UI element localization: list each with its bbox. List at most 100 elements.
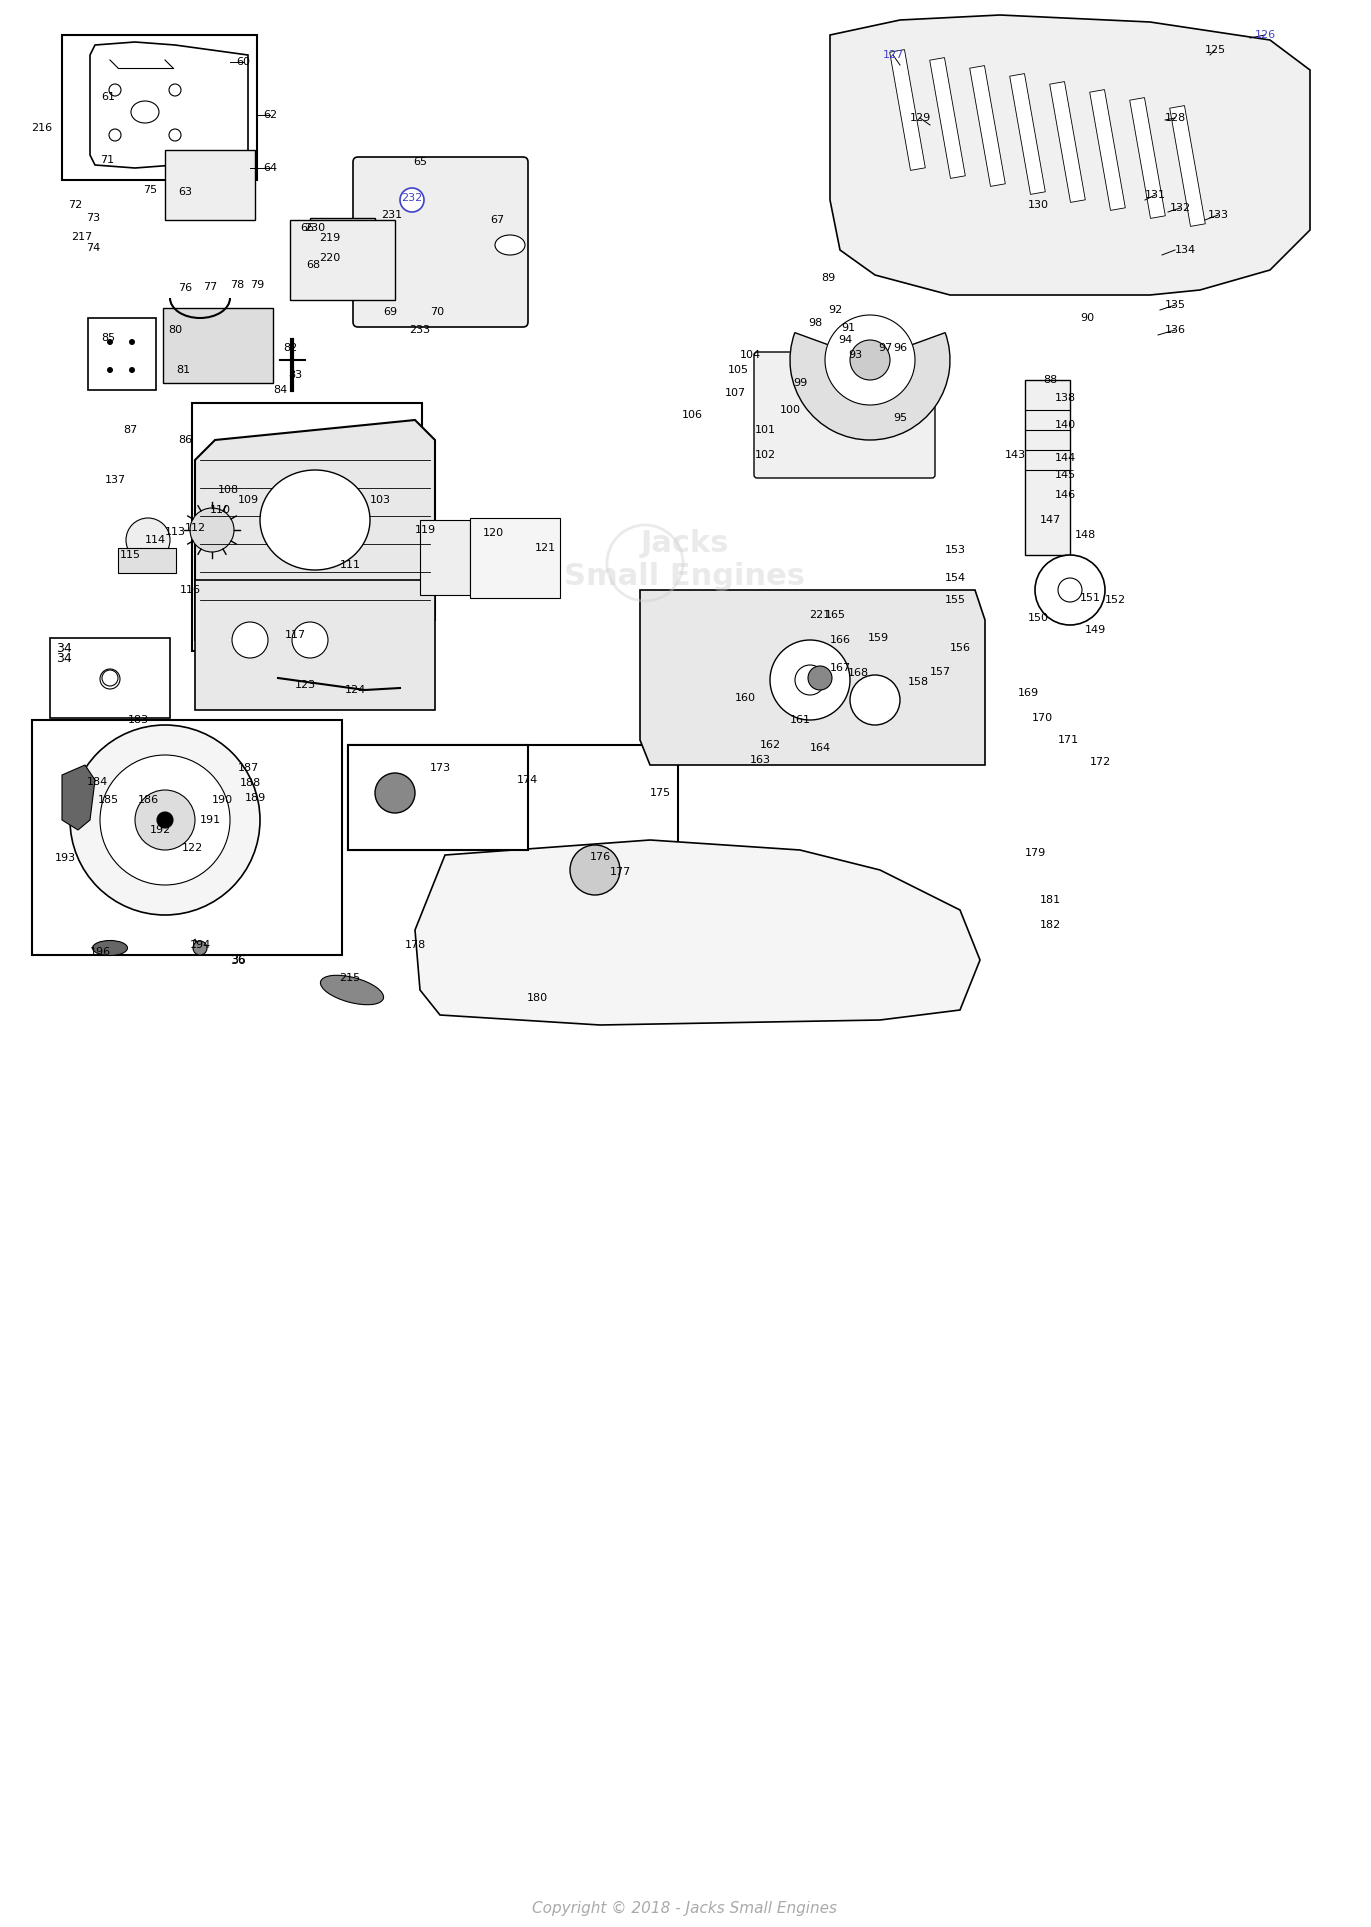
- Text: 113: 113: [165, 526, 185, 538]
- Text: 217: 217: [71, 231, 93, 243]
- Text: 110: 110: [210, 505, 230, 515]
- Text: 111: 111: [340, 561, 361, 570]
- Polygon shape: [829, 15, 1311, 295]
- Circle shape: [70, 725, 260, 915]
- Text: 114: 114: [144, 536, 166, 545]
- Bar: [88, 318, 156, 389]
- Text: 117: 117: [284, 630, 306, 640]
- FancyBboxPatch shape: [754, 353, 935, 478]
- Bar: [930, 58, 965, 179]
- Text: 65: 65: [413, 156, 426, 168]
- Text: 180: 180: [526, 992, 547, 1002]
- Circle shape: [107, 339, 112, 345]
- Bar: [1169, 106, 1205, 225]
- Text: 122: 122: [181, 842, 203, 854]
- Text: 83: 83: [288, 370, 302, 380]
- Bar: [1026, 380, 1069, 555]
- Text: 179: 179: [1024, 848, 1046, 858]
- Text: 163: 163: [750, 755, 771, 765]
- Text: 86: 86: [178, 436, 192, 445]
- Text: 166: 166: [829, 636, 850, 646]
- Text: 97: 97: [877, 343, 893, 353]
- Text: 159: 159: [868, 632, 888, 644]
- Text: 81: 81: [175, 364, 191, 376]
- Text: 130: 130: [1027, 200, 1049, 210]
- Text: 182: 182: [1039, 919, 1061, 931]
- Text: 94: 94: [838, 335, 853, 345]
- Text: 133: 133: [1208, 210, 1228, 220]
- Text: 193: 193: [55, 854, 75, 863]
- Text: 109: 109: [237, 495, 259, 505]
- Text: 171: 171: [1057, 734, 1079, 746]
- Text: 144: 144: [1054, 453, 1076, 462]
- Polygon shape: [195, 420, 435, 661]
- Bar: [420, 520, 470, 595]
- Bar: [348, 746, 528, 850]
- Text: 75: 75: [143, 185, 158, 195]
- Text: 132: 132: [1169, 202, 1190, 214]
- Text: 98: 98: [808, 318, 823, 328]
- Text: 101: 101: [754, 426, 776, 436]
- Bar: [890, 50, 925, 170]
- Text: 173: 173: [429, 763, 451, 773]
- Text: 136: 136: [1164, 326, 1186, 335]
- Text: 100: 100: [780, 405, 801, 414]
- Text: 151: 151: [1079, 594, 1101, 603]
- Bar: [969, 66, 1005, 187]
- Circle shape: [376, 773, 415, 813]
- Circle shape: [191, 509, 234, 551]
- Text: 85: 85: [101, 333, 115, 343]
- Text: 69: 69: [383, 306, 398, 318]
- Text: Jacks
Small Engines: Jacks Small Engines: [565, 528, 806, 592]
- Circle shape: [107, 366, 112, 374]
- Circle shape: [129, 339, 134, 345]
- Text: 164: 164: [809, 744, 831, 753]
- Bar: [118, 547, 175, 572]
- Text: 120: 120: [483, 528, 503, 538]
- Bar: [310, 218, 376, 274]
- Text: 152: 152: [1105, 595, 1126, 605]
- Text: 174: 174: [517, 775, 537, 784]
- Text: 169: 169: [1017, 688, 1039, 698]
- Text: 177: 177: [609, 867, 631, 877]
- Text: 84: 84: [273, 385, 287, 395]
- Text: 79: 79: [250, 279, 265, 289]
- Text: 175: 175: [650, 788, 670, 798]
- Text: 178: 178: [404, 940, 425, 950]
- Text: 191: 191: [199, 815, 221, 825]
- Text: 88: 88: [1043, 376, 1057, 385]
- Bar: [192, 403, 422, 651]
- Text: 137: 137: [104, 474, 126, 486]
- Bar: [470, 518, 559, 597]
- Text: 135: 135: [1164, 301, 1186, 310]
- Text: 91: 91: [840, 324, 856, 333]
- Text: 149: 149: [1084, 624, 1105, 636]
- Text: 219: 219: [319, 233, 340, 243]
- Text: 129: 129: [909, 114, 931, 123]
- Text: 99: 99: [792, 378, 808, 387]
- Circle shape: [1058, 578, 1082, 601]
- Text: 116: 116: [180, 586, 200, 595]
- Text: 168: 168: [847, 669, 869, 678]
- Text: 231: 231: [381, 210, 403, 220]
- Text: 93: 93: [847, 351, 862, 360]
- Ellipse shape: [260, 470, 370, 570]
- Text: 192: 192: [149, 825, 170, 834]
- Text: 36: 36: [230, 954, 245, 967]
- Text: 34: 34: [56, 651, 71, 665]
- Text: 176: 176: [590, 852, 610, 861]
- Text: 190: 190: [211, 796, 233, 805]
- Bar: [1090, 91, 1126, 210]
- Circle shape: [850, 674, 899, 725]
- Text: 112: 112: [185, 522, 206, 534]
- Text: 82: 82: [282, 343, 298, 353]
- Text: 154: 154: [945, 572, 965, 584]
- Text: 233: 233: [410, 326, 430, 335]
- Circle shape: [808, 667, 832, 690]
- Text: 106: 106: [681, 410, 702, 420]
- Text: 62: 62: [263, 110, 277, 119]
- Text: 76: 76: [178, 283, 192, 293]
- Text: 78: 78: [230, 279, 244, 289]
- Bar: [1009, 73, 1045, 195]
- Text: Copyright © 2018 - Jacks Small Engines: Copyright © 2018 - Jacks Small Engines: [532, 1900, 838, 1915]
